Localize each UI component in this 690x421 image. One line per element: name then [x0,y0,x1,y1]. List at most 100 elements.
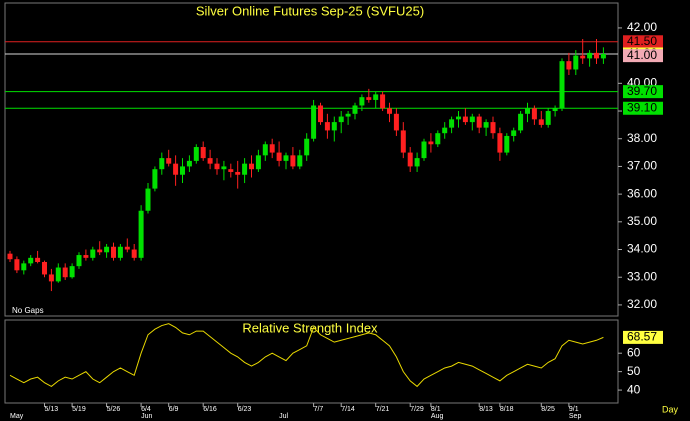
candle-body [55,267,61,282]
candle-body [318,105,323,123]
candle-body [469,116,475,123]
candle-body [511,130,517,136]
candle-body [366,97,372,100]
y-tick-label: 37.00 [627,159,657,173]
x-tick-label: 5/26 [107,406,121,413]
y-tick-label: 35.00 [627,214,657,228]
x-axis-label: Day [662,404,679,414]
candle-body [345,113,351,117]
candle-body [400,130,406,153]
candle-body [117,246,123,258]
candle-body [138,210,144,258]
month-label: Aug [431,413,444,420]
candle-body [442,127,448,134]
candle-body [380,94,386,109]
candle-body [545,111,551,125]
candle-body [76,255,82,267]
candle-body [90,249,96,258]
candle-body [255,155,261,170]
candle-body [449,119,455,128]
month-label: Jul [279,413,288,420]
x-tick-label: 7/14 [341,406,355,413]
candle-body [525,108,530,114]
rsi-title: Relative Strength Index [242,320,378,335]
candle-body [62,267,68,278]
candle-body [228,169,234,172]
candle-body [359,97,365,106]
candle-body [83,255,89,258]
candle-body [159,158,165,170]
candle-body [324,122,330,131]
level-label: 39.70 [627,84,657,98]
x-tick-label: 7/29 [410,406,424,413]
candle-body [173,163,179,175]
candle-body [48,274,54,282]
x-tick-label: 8/1 [431,406,441,413]
candle-body [483,122,489,128]
candle-body [490,122,496,134]
candle-body [594,52,599,59]
level-label: 41.50 [627,34,657,48]
y-tick-label: 34.00 [627,242,657,256]
candle-body [600,53,606,59]
candle-body [193,147,199,161]
candle-body [456,116,461,120]
candle-body [428,141,434,145]
y-tick-label: 38.00 [627,131,657,145]
candle-body [131,249,137,258]
candle-body [14,259,20,271]
candle-body [504,135,510,153]
x-tick-label: 6/4 [141,406,151,413]
month-label: Jun [141,413,152,420]
candle-body [297,155,303,167]
x-tick-label: 8/18 [500,406,514,413]
month-label: Sep [569,413,582,420]
chart-title: Silver Online Futures Sep-25 (SVFU25) [196,3,424,18]
candle-body [518,113,524,131]
candle-body [387,108,392,114]
candle-body [21,263,27,271]
candle-body [166,158,172,164]
last-value-box [623,330,663,344]
candle-body [214,163,220,170]
y-tick-label: 36.00 [627,186,657,200]
candle-body [559,61,565,109]
note: No Gaps [12,306,44,315]
candle-body [304,138,310,156]
candle-body [290,155,296,167]
candle-body [573,55,579,70]
candle-body [35,257,41,262]
price-pane [4,2,619,317]
candle-body [186,160,192,167]
candle-body [393,113,399,131]
level-box [623,101,663,115]
x-tick-label: 7/7 [314,406,324,413]
candle-body [587,52,593,59]
candle-body [338,116,344,123]
level-label: 39.10 [627,100,657,114]
candle-body [352,105,358,114]
candle-body [235,171,241,175]
candle-body [124,246,130,250]
x-tick-label: 6/16 [203,406,217,413]
y-tick-label: 32.00 [627,297,657,311]
candle-body [421,141,427,159]
candle-body [538,119,544,125]
last-value-label: 68.57 [627,330,657,344]
candle-body [207,158,213,164]
candle-body [407,152,413,167]
level-box [623,85,663,99]
level-box [623,35,663,49]
candle-body [145,188,151,211]
candle-body [566,61,572,70]
candle-body [262,144,268,156]
x-tick-label: 6/9 [169,406,179,413]
candle-body [552,108,558,112]
candle-body [331,122,337,131]
candle-body [69,266,75,278]
x-tick-label: 8/13 [479,406,493,413]
candle-body [531,108,537,120]
